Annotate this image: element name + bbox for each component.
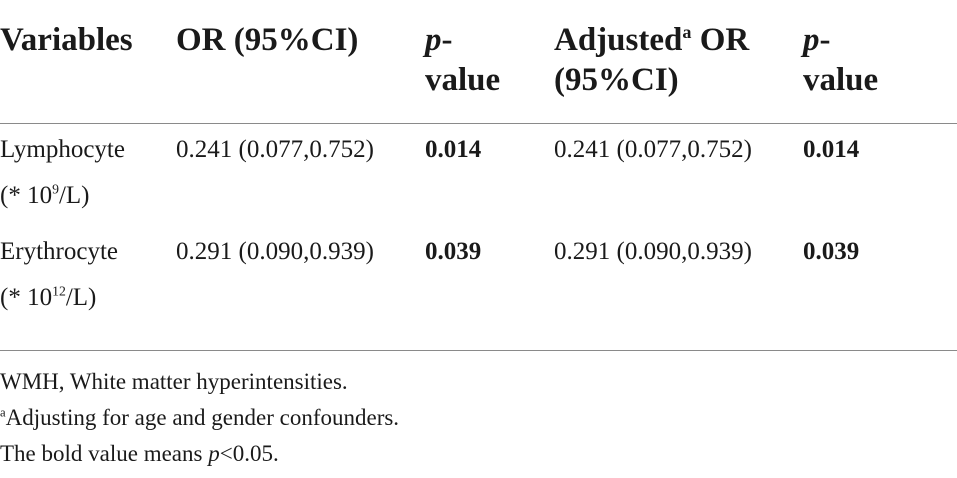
row-variable-name: Lymphocyte — [0, 136, 125, 163]
row-unit-suffix: /L) — [58, 182, 90, 209]
row-lymphocyte-or: 0.241 (0.077,0.752) — [176, 136, 374, 163]
row-unit-sup: 9 — [52, 181, 59, 197]
footnote-bold-meaning: The bold value means p<0.05. — [0, 436, 279, 472]
footnote-bold-suffix: <0.05. — [219, 441, 279, 466]
footnote-bold-prefix: The bold value means — [0, 441, 209, 466]
header-rule — [0, 123, 957, 124]
header-p-italic: p — [425, 22, 442, 58]
header-p-line2: value — [425, 62, 501, 98]
header-adjusted-sup: a — [682, 22, 692, 42]
row-erythrocyte-adj-or: 0.291 (0.090,0.939) — [554, 238, 752, 265]
header-or: OR (95%CI) — [176, 22, 359, 58]
row-unit-sup: 12 — [52, 283, 66, 299]
row-erythrocyte-adj-p: 0.039 — [803, 238, 860, 265]
footnote-adjusted: aAdjusting for age and gender confounder… — [0, 400, 399, 436]
header-adj-p-dash: - — [819, 22, 831, 58]
row-erythrocyte-or: 0.291 (0.090,0.939) — [176, 238, 374, 265]
row-erythrocyte-p: 0.039 — [425, 238, 482, 265]
header-variables: Variables — [0, 22, 133, 58]
header-adj-p-value: p- value — [803, 20, 878, 100]
row-lymphocyte-variable: Lymphocyte (* 109/L) — [0, 127, 125, 219]
row-unit-prefix: (* 10 — [0, 182, 53, 209]
header-adjusted-or: Adjusteda OR (95%CI) — [554, 20, 749, 100]
row-variable-name: Erythrocyte — [0, 238, 119, 265]
footnote-bold-p: p — [208, 441, 220, 466]
row-lymphocyte-p: 0.014 — [425, 136, 482, 163]
header-p-dash: - — [441, 22, 453, 58]
header-adjusted-word: Adjusted — [554, 22, 683, 58]
footnote-adjusted-text: Adjusting for age and gender confounders… — [5, 405, 400, 430]
row-lymphocyte-adj-or: 0.241 (0.077,0.752) — [554, 136, 752, 163]
header-adjusted-line2: (95%CI) — [554, 62, 679, 98]
row-unit-prefix: (* 10 — [0, 284, 53, 311]
row-unit-suffix: /L) — [65, 284, 97, 311]
footnote-abbreviation: WMH, White matter hyperintensities. — [0, 369, 348, 394]
header-p-value: p- value — [425, 20, 500, 100]
header-adjusted-or-text: OR — [691, 22, 750, 58]
header-adj-p-line2: value — [803, 62, 879, 98]
table-bottom-rule — [0, 350, 957, 351]
footnote-adjusted-sup: a — [0, 405, 6, 420]
row-erythrocyte-variable: Erythrocyte (* 1012/L) — [0, 229, 118, 321]
row-lymphocyte-adj-p: 0.014 — [803, 136, 860, 163]
header-adj-p-italic: p — [803, 22, 820, 58]
